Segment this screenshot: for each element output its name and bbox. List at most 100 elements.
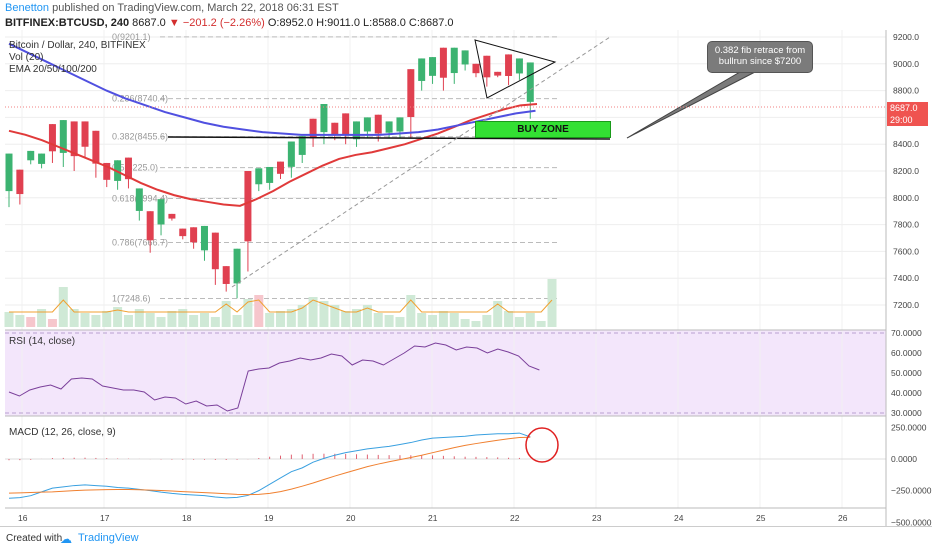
tradingview-logo-icon: ☁ <box>60 532 72 546</box>
ema-lines <box>8 42 538 207</box>
volume-bar <box>37 309 47 327</box>
triangle-drawing <box>474 39 557 99</box>
volume-bar <box>102 311 112 327</box>
volume-bar <box>15 315 25 327</box>
price-tick-label: 7600.0 <box>893 246 919 256</box>
price-tick-label: 7400.0 <box>893 273 919 283</box>
fib-level-label: 0(9201.1) <box>112 32 151 42</box>
buy-zone-box[interactable]: BUY ZONE <box>475 121 611 138</box>
rsi-background <box>5 330 886 416</box>
candle-body <box>505 54 513 76</box>
volume-bar <box>428 315 438 327</box>
candle-body <box>429 57 437 76</box>
author-link[interactable]: Benetton <box>5 2 50 14</box>
time-tick-label: 26 <box>838 513 848 523</box>
volume-bar <box>167 311 177 327</box>
last-price: 8687.0 <box>132 17 166 29</box>
candle-body <box>255 168 263 185</box>
time-tick-label: 22 <box>510 513 520 523</box>
time-tick-label: 19 <box>264 513 274 523</box>
price-tick-label: 8400.0 <box>893 139 919 149</box>
macd-legend: MACD (12, 26, close, 9) <box>9 427 116 438</box>
time-axis[interactable]: 16 17 18 19 20 21 22 23 24 25 26 <box>18 513 848 523</box>
published-text: published on TradingView.com, March 22, … <box>52 2 339 14</box>
time-tick-label: 25 <box>756 513 766 523</box>
rsi-tick-label: 70.0000 <box>891 328 922 338</box>
macd-tick-label: 0.0000 <box>891 454 917 464</box>
volume-bar <box>276 311 285 327</box>
candles <box>5 47 534 299</box>
time-tick-label: 23 <box>592 513 602 523</box>
volume-bar <box>221 301 231 327</box>
callout-pointer <box>626 71 756 139</box>
rsi-tick-label: 60.0000 <box>891 348 922 358</box>
volume-bar <box>199 313 209 327</box>
volume-bars <box>4 279 557 327</box>
candle-body <box>135 188 143 211</box>
fib-callout[interactable]: 0.382 fib retrace from bullrun since $72… <box>707 41 813 73</box>
candle-body <box>342 113 350 135</box>
candle-body <box>287 141 295 167</box>
trend-line <box>231 36 611 288</box>
candle-body <box>233 248 241 284</box>
volume-bar <box>134 309 144 327</box>
candle-body <box>59 120 67 153</box>
volume-bar <box>449 313 459 327</box>
candle-body <box>385 121 393 133</box>
time-tick-label: 24 <box>674 513 684 523</box>
candle-body <box>27 150 35 161</box>
volume-bar <box>254 295 264 327</box>
candle-body <box>16 169 24 195</box>
candle-body <box>396 117 404 132</box>
price-tick-label: 8000.0 <box>893 193 919 203</box>
candle-body <box>309 118 317 139</box>
candle-body <box>124 157 132 180</box>
volume-bar <box>210 317 220 327</box>
candle-body <box>222 266 230 284</box>
volume-bar <box>525 313 535 327</box>
candle-body <box>363 117 371 132</box>
macd-tick-label: −500.0000 <box>891 517 932 527</box>
fib-level-label: 0.786(7666.7) <box>112 237 168 247</box>
volume-bar <box>460 319 470 327</box>
candle-body <box>515 58 523 74</box>
candle-body <box>331 122 339 135</box>
price-tick-label: 8800.0 <box>893 86 919 96</box>
volume-bar <box>471 321 481 327</box>
price-tick-label: 8200.0 <box>893 166 919 176</box>
volume-bar <box>297 305 307 327</box>
down-arrow-icon: ▼ <box>168 17 180 29</box>
price-change: −201.2 (−2.26%) <box>182 17 265 29</box>
volume-bar <box>91 315 101 327</box>
volume-bar <box>265 313 275 327</box>
price-tick-label: 9000.0 <box>893 59 919 69</box>
candle-body <box>320 104 328 133</box>
rsi-line <box>8 342 540 412</box>
fib-level-label: 0.382(8455.6) <box>112 132 168 142</box>
time-tick-label: 16 <box>18 513 28 523</box>
tradingview-brand[interactable]: TradingView <box>78 532 139 544</box>
ema-blue-line <box>8 42 536 136</box>
volume-bar <box>243 299 253 327</box>
footer: Created with ☁ TradingView <box>0 526 932 551</box>
candle-body <box>450 47 458 74</box>
candle-body <box>526 62 534 102</box>
candle-body <box>146 211 154 241</box>
volume-bar <box>536 321 546 327</box>
rsi-tick-label: 40.0000 <box>891 388 922 398</box>
volume-bar <box>178 309 188 327</box>
price-axis[interactable]: 9200.09000.08800.08600.08400.08200.08000… <box>891 32 932 527</box>
volume-bar <box>482 315 492 327</box>
time-tick-label: 17 <box>100 513 110 523</box>
volume-bar <box>69 309 79 327</box>
candle-body <box>48 124 56 152</box>
symbol-line: BITFINEX:BTCUSD, 240 8687.0 ▼ −201.2 (−2… <box>5 17 454 29</box>
volume-bar <box>438 311 448 327</box>
candle-body <box>353 121 361 140</box>
volume-bar <box>514 317 524 327</box>
price-tick-label: 9200.0 <box>893 32 919 42</box>
publish-line: Benetton published on TradingView.com, M… <box>5 2 339 14</box>
volume-bar <box>189 315 199 327</box>
candle-body <box>157 199 165 225</box>
